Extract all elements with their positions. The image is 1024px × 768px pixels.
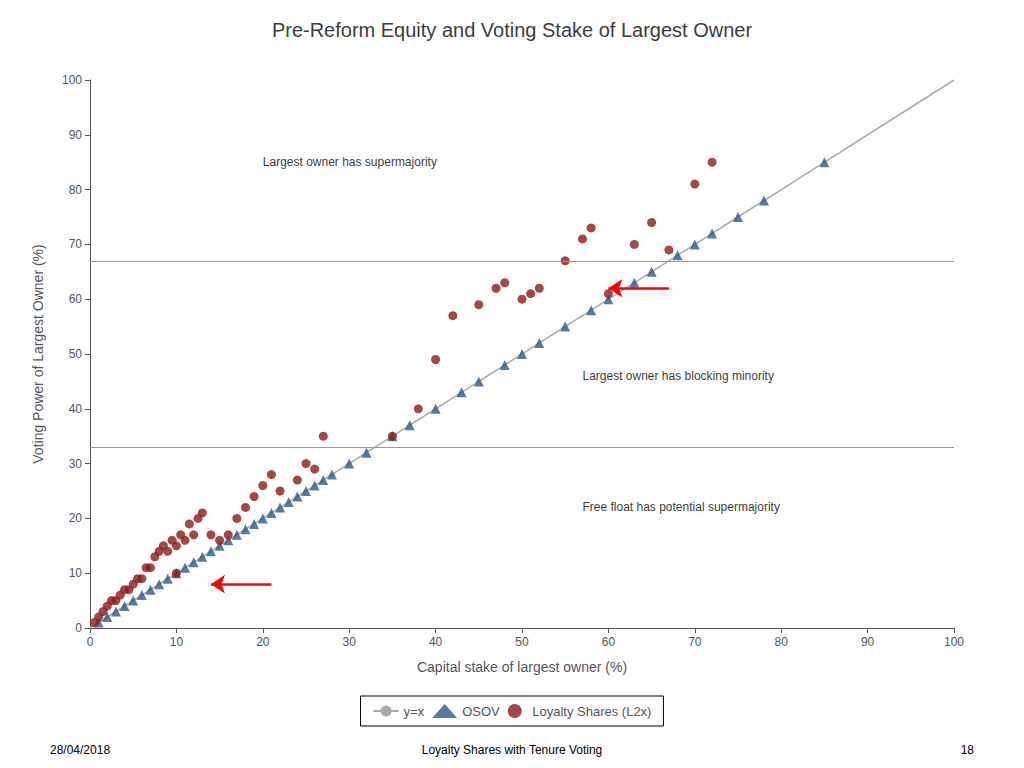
svg-text:20: 20: [256, 635, 270, 649]
svg-text:20: 20: [69, 511, 83, 525]
svg-text:0: 0: [75, 621, 82, 635]
svg-text:18: 18: [961, 743, 975, 757]
svg-text:Capital stake of largest owner: Capital stake of largest owner (%): [417, 659, 627, 675]
svg-text:50: 50: [69, 347, 83, 361]
svg-text:y=x: y=x: [404, 704, 425, 719]
svg-text:40: 40: [69, 402, 83, 416]
svg-text:70: 70: [69, 237, 83, 251]
svg-text:OSOV: OSOV: [462, 704, 500, 719]
svg-text:Largest owner has supermajorit: Largest owner has supermajority: [263, 155, 437, 169]
svg-text:50: 50: [515, 635, 529, 649]
svg-text:90: 90: [69, 128, 83, 142]
svg-text:Loyalty Shares with Tenure Vot: Loyalty Shares with Tenure Voting: [422, 743, 603, 757]
svg-text:Loyalty Shares (L2x): Loyalty Shares (L2x): [532, 704, 651, 719]
svg-text:80: 80: [69, 183, 83, 197]
svg-text:10: 10: [69, 566, 83, 580]
svg-text:70: 70: [688, 635, 702, 649]
svg-text:Pre-Reform Equity and Voting S: Pre-Reform Equity and Voting Stake of La…: [272, 19, 753, 41]
svg-text:60: 60: [602, 635, 616, 649]
svg-text:40: 40: [429, 635, 443, 649]
svg-text:Free float has potential super: Free float has potential supermajority: [582, 500, 779, 514]
svg-text:100: 100: [62, 73, 82, 87]
svg-text:Largest owner has blocking min: Largest owner has blocking minority: [582, 369, 773, 383]
svg-text:60: 60: [69, 292, 83, 306]
svg-text:10: 10: [170, 635, 184, 649]
svg-text:30: 30: [69, 457, 83, 471]
svg-text:30: 30: [343, 635, 357, 649]
svg-text:100: 100: [944, 635, 964, 649]
svg-text:Voting Power of Largest Owner: Voting Power of Largest Owner (%): [30, 244, 46, 463]
svg-text:90: 90: [861, 635, 875, 649]
svg-text:28/04/2018: 28/04/2018: [50, 743, 110, 757]
svg-text:0: 0: [87, 635, 94, 649]
svg-text:80: 80: [775, 635, 789, 649]
